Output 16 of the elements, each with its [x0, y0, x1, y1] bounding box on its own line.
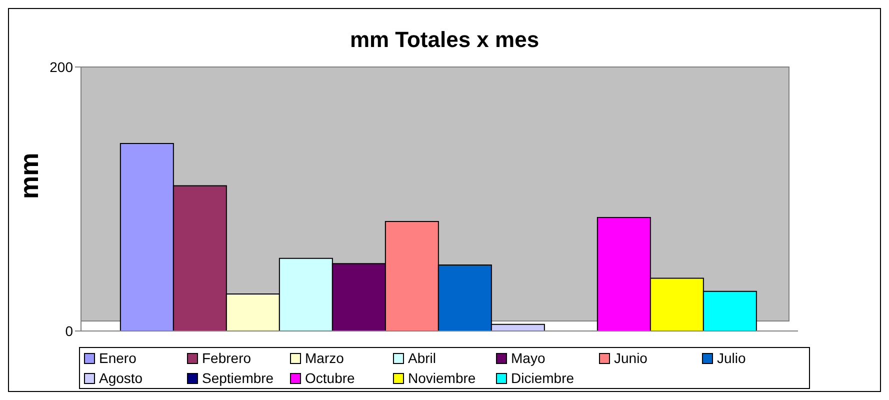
legend-label: Junio [614, 350, 648, 366]
legend-label: Noviembre [408, 370, 476, 386]
legend-label: Diciembre [511, 370, 574, 386]
legend-label: Septiembre [202, 370, 274, 386]
legend-label: Mayo [511, 350, 546, 366]
y-axis-title: mm [14, 152, 44, 199]
legend-label: Octubre [305, 370, 355, 386]
legend-label: Abril [408, 350, 436, 366]
legend-label: Marzo [305, 350, 344, 366]
legend-label: Enero [99, 350, 136, 366]
y-tick-label: 0 [65, 322, 74, 339]
legend-label: Julio [717, 350, 746, 366]
legend-label: Febrero [202, 350, 252, 366]
y-tick-label: 200 [50, 58, 74, 75]
legend-label: Agosto [99, 370, 143, 386]
chart-title: mm Totales x mes [348, 27, 540, 54]
